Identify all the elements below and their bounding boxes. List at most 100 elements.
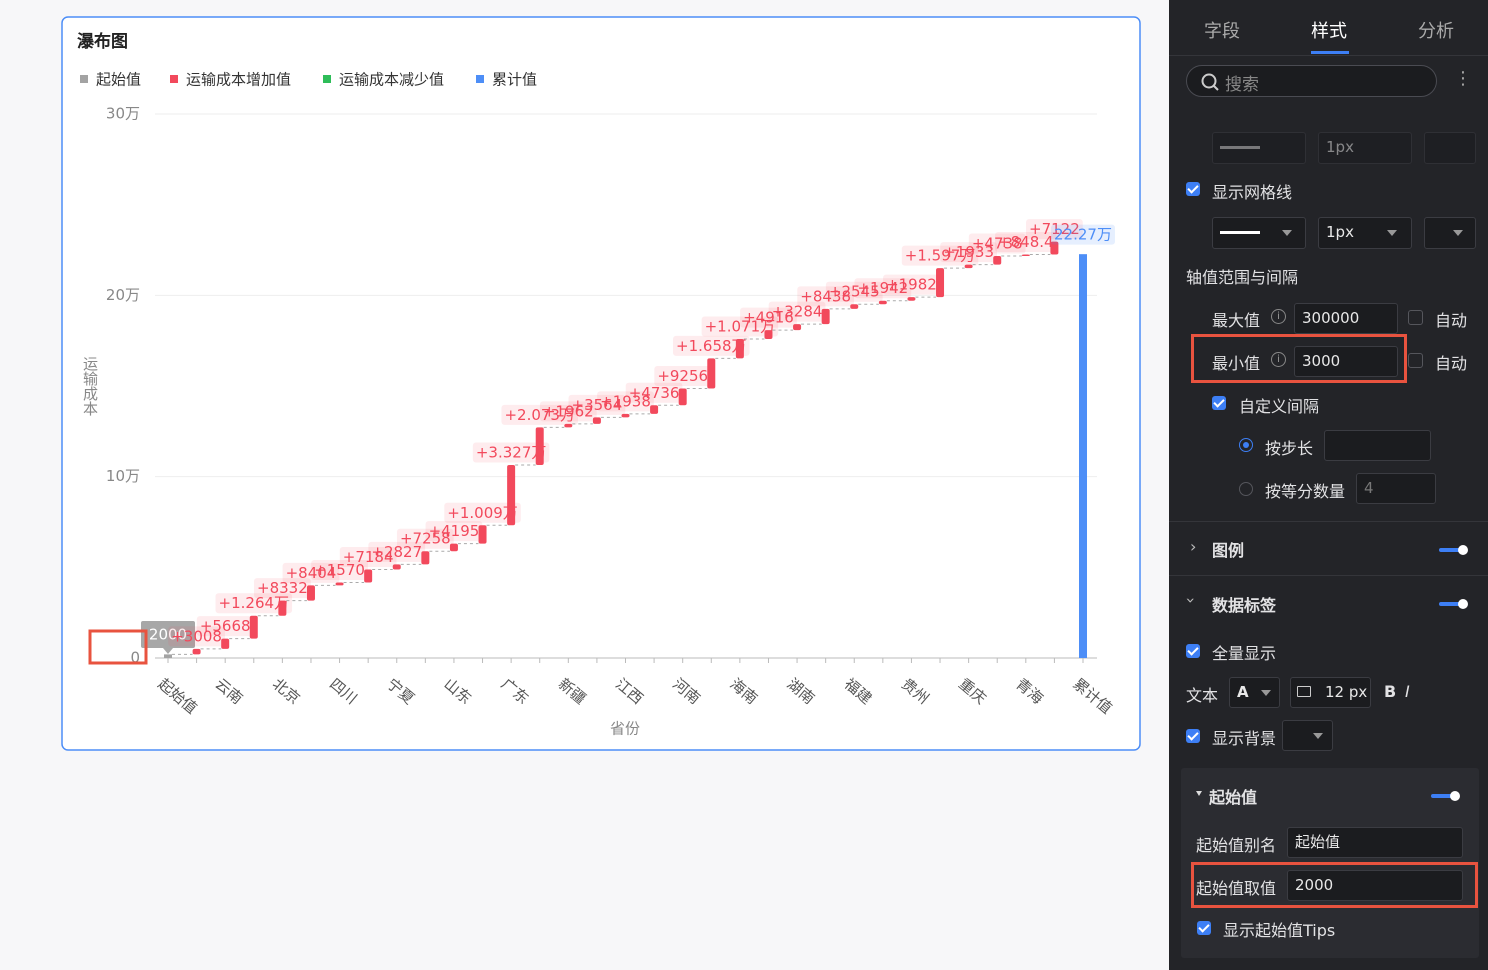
separator [1169, 55, 1488, 56]
data-label: +1570 [314, 561, 365, 579]
max-input[interactable]: 300000 [1294, 303, 1398, 334]
start-tooltip-label: 2000 [149, 626, 187, 644]
bar [821, 308, 830, 325]
bold-button[interactable]: B [1384, 682, 1397, 701]
line-color-select [1424, 132, 1476, 164]
x-axis-title: 省份 [610, 720, 640, 738]
toggle[interactable] [1431, 791, 1460, 801]
search-box[interactable] [1186, 65, 1437, 97]
bar [621, 413, 630, 418]
tab[interactable]: 分析 [1418, 21, 1454, 42]
highlight-box [1191, 862, 1478, 908]
alias-input[interactable]: 起始值 [1287, 827, 1463, 858]
bar [507, 464, 516, 526]
font-color-select[interactable]: A [1229, 677, 1280, 708]
checkbox[interactable] [1186, 729, 1200, 743]
data-label: +7258 [400, 530, 451, 548]
data-label-bg [883, 274, 940, 295]
bg-color-select[interactable] [1282, 720, 1333, 751]
legend-label: 起始值 [96, 71, 141, 89]
bar [964, 264, 973, 269]
text-label: 文本 [1186, 686, 1219, 705]
y-axis-title: 运输成本 [81, 356, 99, 416]
tab[interactable]: 样式 [1311, 21, 1347, 42]
bar [993, 256, 1002, 265]
total-bar [1079, 254, 1087, 659]
show-all-label: 全量显示 [1212, 644, 1277, 663]
data-label: +7184 [343, 548, 394, 566]
data-label: +848.4 [998, 233, 1054, 251]
line-style-select[interactable] [1212, 217, 1306, 249]
data-label: 22.27万 [1054, 226, 1112, 244]
step-label: 按步长 [1265, 439, 1314, 458]
legend-swatch [476, 75, 484, 83]
caret [1453, 230, 1463, 236]
italic-button[interactable]: I [1405, 682, 1410, 701]
chevron[interactable]: › [1181, 597, 1201, 604]
bar [793, 324, 802, 331]
line-style-select [1212, 132, 1306, 164]
checkbox[interactable] [1408, 310, 1423, 325]
data-label-bg [425, 521, 483, 542]
y-tick-label: 30万 [106, 105, 140, 123]
start-bar [164, 654, 172, 658]
data-label: +4195 [429, 522, 480, 540]
bar [535, 427, 544, 465]
bar [278, 600, 287, 616]
auto-label: 自动 [1435, 311, 1468, 330]
legend-swatch [323, 75, 331, 83]
search-icon [1201, 73, 1219, 91]
checkbox[interactable] [1212, 396, 1226, 410]
highlight-box [88, 629, 148, 665]
chart-card [61, 16, 1141, 751]
info-icon: i [1271, 309, 1286, 324]
radio[interactable] [1239, 438, 1253, 452]
data-label-bg [215, 593, 293, 614]
bar [650, 405, 659, 414]
bar [392, 564, 401, 570]
data-label-bg [968, 233, 1026, 254]
step-input[interactable] [1324, 430, 1431, 461]
data-label: +1.597万 [905, 247, 976, 265]
line-color-select[interactable] [1424, 217, 1476, 249]
data-label-bg [673, 335, 750, 356]
checkbox[interactable] [1186, 182, 1200, 196]
legend-label: 运输成本增加值 [186, 71, 291, 89]
auto-label: 自动 [1435, 354, 1468, 373]
data-label: +1962 [543, 402, 594, 420]
min-input[interactable]: 3000 [1294, 346, 1398, 377]
checkbox[interactable] [1186, 644, 1200, 658]
caret [1313, 733, 1323, 739]
line-width-select[interactable]: 1px [1318, 217, 1412, 249]
start-value-input[interactable]: 2000 [1287, 870, 1463, 901]
data-label-bg [501, 404, 578, 425]
data-label-bg [597, 391, 654, 412]
data-label: +3008 [171, 627, 222, 645]
section-title: 图例 [1212, 541, 1245, 560]
grid-toggle-label: 显示网格线 [1212, 183, 1293, 202]
checkbox[interactable] [1197, 921, 1211, 935]
tab[interactable]: 字段 [1204, 21, 1240, 42]
checkbox[interactable] [1408, 353, 1423, 368]
bar [306, 585, 315, 601]
count-input[interactable]: 4 [1356, 473, 1436, 504]
data-label: +1.658万 [676, 337, 747, 355]
highlight-box [1191, 334, 1407, 383]
toggle[interactable] [1439, 599, 1468, 609]
max-label: 最大值 [1212, 311, 1261, 330]
radio[interactable] [1239, 482, 1253, 496]
data-label-bg [539, 401, 597, 422]
more-button[interactable]: ⋮ [1454, 68, 1472, 89]
data-label: +1.071万 [705, 317, 776, 335]
bar [449, 543, 458, 552]
font-size-input[interactable]: 12 px [1290, 677, 1371, 708]
bar [421, 551, 430, 565]
data-label: +1942 [857, 279, 908, 297]
toggle[interactable] [1439, 545, 1468, 555]
bar [907, 297, 916, 301]
data-label-bg [311, 560, 368, 581]
bar [335, 582, 344, 586]
chevron[interactable]: › [1190, 537, 1197, 556]
data-label: +2.073万 [504, 406, 575, 424]
